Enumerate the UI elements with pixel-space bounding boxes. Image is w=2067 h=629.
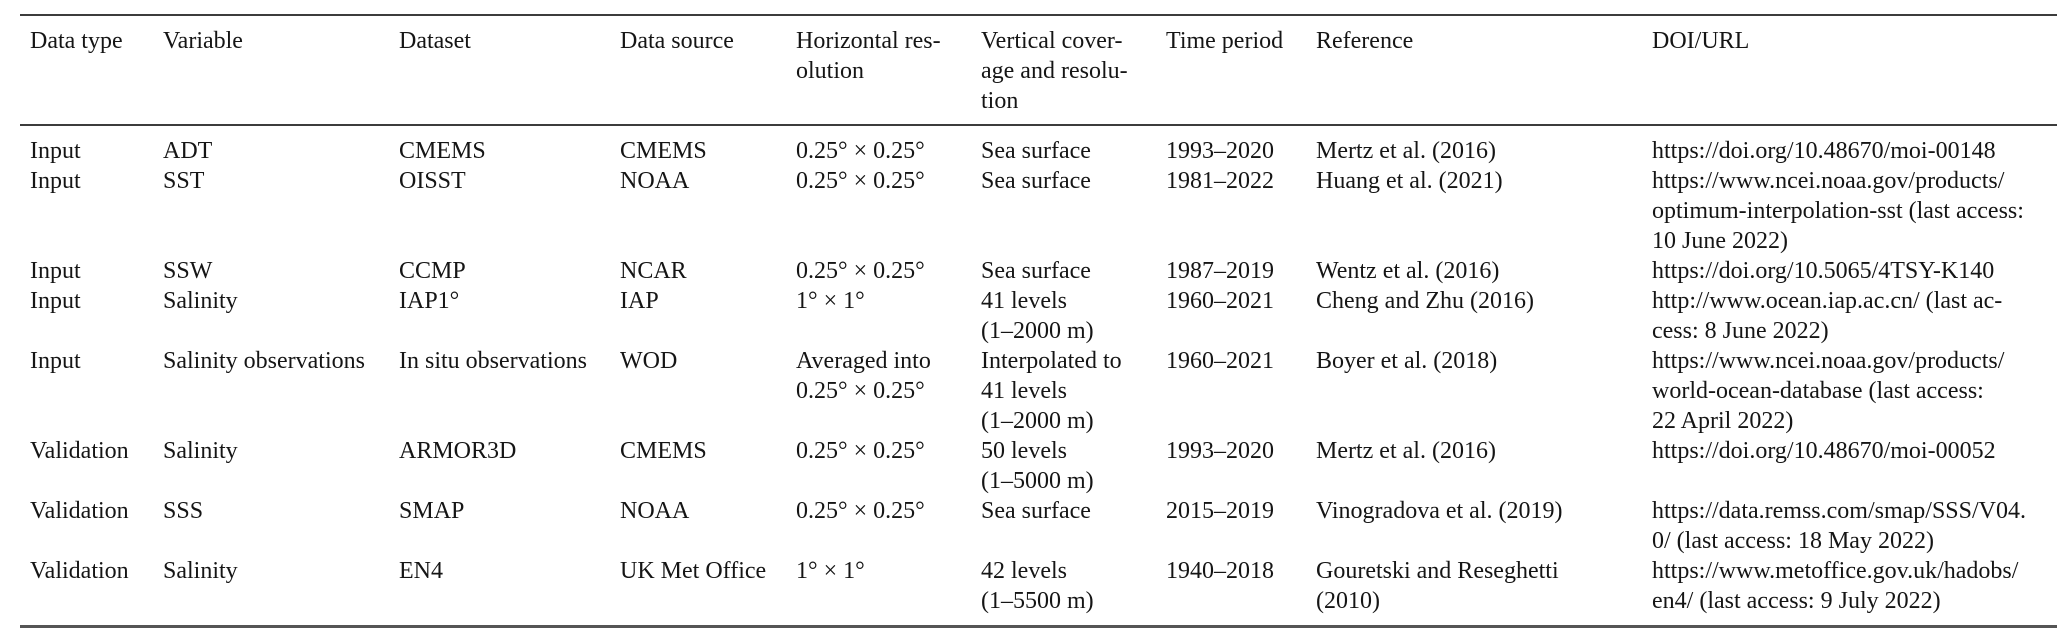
- cell-variable: SSS: [163, 498, 204, 524]
- table-header-row: Data type Variable Dataset Data source H…: [20, 15, 2057, 126]
- col-header-time-period: Time period: [1166, 15, 1316, 126]
- cell-horizontal-resolution: 0.25° × 0.25°: [796, 498, 925, 524]
- table-row: Input SSW CCMP NCAR 0.25° × 0.25° Sea su…: [20, 256, 2057, 286]
- cell-reference: Boyer et al. (2018): [1316, 348, 1498, 374]
- doi-url-link[interactable]: https://www.metoffice.gov.uk/hadobs/ en4…: [1652, 558, 2019, 614]
- doi-url-link[interactable]: https://doi.org/10.5065/4TSY-K140: [1652, 258, 1995, 284]
- cell-horizontal-resolution: 0.25° × 0.25°: [796, 168, 925, 194]
- cell-dataset: EN4: [399, 558, 443, 584]
- cell-variable: Salinity: [163, 288, 238, 314]
- table-row: Validation Salinity EN4 UK Met Office 1°…: [20, 556, 2057, 627]
- cell-data-type: Input: [30, 258, 81, 284]
- col-header-dataset: Dataset: [399, 15, 620, 126]
- cell-variable: Salinity: [163, 438, 238, 464]
- cell-vertical-coverage: 42 levels (1–5500 m): [981, 558, 1094, 614]
- table-row: Input Salinity observations In situ obse…: [20, 346, 2057, 436]
- table-row: Input Salinity IAP1° IAP 1° × 1° 41 leve…: [20, 286, 2057, 346]
- cell-vertical-coverage: 41 levels (1–2000 m): [981, 288, 1094, 344]
- cell-data-source: NOAA: [620, 498, 690, 524]
- cell-time-period: 1987–2019: [1166, 258, 1274, 284]
- cell-dataset: CMEMS: [399, 138, 486, 164]
- datasets-table: Data type Variable Dataset Data source H…: [20, 14, 2057, 628]
- col-header-variable: Variable: [163, 15, 399, 126]
- cell-vertical-coverage: 50 levels (1–5000 m): [981, 438, 1094, 494]
- col-header-vertical-coverage: Vertical cover- age and resolu- tion: [981, 15, 1166, 126]
- cell-data-source: CMEMS: [620, 438, 707, 464]
- cell-dataset: SMAP: [399, 498, 465, 524]
- cell-reference: Wentz et al. (2016): [1316, 258, 1500, 284]
- cell-reference: Mertz et al. (2016): [1316, 138, 1496, 164]
- cell-variable: SSW: [163, 258, 213, 284]
- cell-vertical-coverage: Interpolated to 41 levels (1–2000 m): [981, 348, 1122, 434]
- cell-reference: Mertz et al. (2016): [1316, 438, 1496, 464]
- cell-data-source: IAP: [620, 288, 659, 314]
- cell-dataset: OISST: [399, 168, 466, 194]
- cell-variable: Salinity: [163, 558, 238, 584]
- cell-dataset: In situ observations: [399, 348, 587, 374]
- cell-vertical-coverage: Sea surface: [981, 138, 1091, 164]
- cell-variable: Salinity observations: [163, 348, 365, 374]
- cell-data-type: Input: [30, 138, 81, 164]
- cell-data-type: Validation: [30, 438, 129, 464]
- cell-time-period: 2015–2019: [1166, 498, 1274, 524]
- cell-reference: Gouretski and Reseghetti (2010): [1316, 558, 1559, 614]
- doi-url-link[interactable]: https://www.ncei.noaa.gov/products/ opti…: [1652, 168, 2024, 254]
- cell-reference: Huang et al. (2021): [1316, 168, 1503, 194]
- cell-dataset: IAP1°: [399, 288, 460, 314]
- cell-dataset: ARMOR3D: [399, 438, 517, 464]
- doi-url-link[interactable]: https://www.ncei.noaa.gov/products/ worl…: [1652, 348, 2005, 434]
- cell-data-type: Input: [30, 348, 81, 374]
- doi-url-link[interactable]: https://doi.org/10.48670/moi-00148: [1652, 138, 1996, 164]
- cell-reference: Cheng and Zhu (2016): [1316, 288, 1534, 314]
- table-row: Input ADT CMEMS CMEMS 0.25° × 0.25° Sea …: [20, 125, 2057, 166]
- cell-horizontal-resolution: 0.25° × 0.25°: [796, 438, 925, 464]
- col-header-data-source: Data source: [620, 15, 796, 126]
- doi-url-link[interactable]: https://doi.org/10.48670/moi-00052: [1652, 438, 1996, 464]
- cell-vertical-coverage: Sea surface: [981, 498, 1091, 524]
- cell-reference: Vinogradova et al. (2019): [1316, 498, 1563, 524]
- cell-vertical-coverage: Sea surface: [981, 258, 1091, 284]
- cell-data-source: NCAR: [620, 258, 687, 284]
- cell-horizontal-resolution: Averaged into 0.25° × 0.25°: [796, 348, 931, 404]
- cell-time-period: 1960–2021: [1166, 348, 1274, 374]
- table-row: Validation SSS SMAP NOAA 0.25° × 0.25° S…: [20, 496, 2057, 556]
- cell-horizontal-resolution: 1° × 1°: [796, 288, 865, 314]
- cell-time-period: 1960–2021: [1166, 288, 1274, 314]
- cell-horizontal-resolution: 0.25° × 0.25°: [796, 258, 925, 284]
- cell-data-source: WOD: [620, 348, 678, 374]
- cell-time-period: 1993–2020: [1166, 438, 1274, 464]
- cell-time-period: 1940–2018: [1166, 558, 1274, 584]
- col-header-reference: Reference: [1316, 15, 1652, 126]
- cell-variable: ADT: [163, 138, 213, 164]
- cell-data-type: Input: [30, 288, 81, 314]
- doi-url-link[interactable]: https://data.remss.com/smap/SSS/V04. 0/ …: [1652, 498, 2027, 554]
- cell-time-period: 1993–2020: [1166, 138, 1274, 164]
- cell-data-source: CMEMS: [620, 138, 707, 164]
- cell-data-type: Input: [30, 168, 81, 194]
- table-row: Input SST OISST NOAA 0.25° × 0.25° Sea s…: [20, 166, 2057, 256]
- doi-url-link[interactable]: http://www.ocean.iap.ac.cn/ (last ac- ce…: [1652, 288, 2003, 344]
- table-row: Validation Salinity ARMOR3D CMEMS 0.25° …: [20, 436, 2057, 496]
- cell-data-type: Validation: [30, 558, 129, 584]
- cell-horizontal-resolution: 0.25° × 0.25°: [796, 138, 925, 164]
- cell-dataset: CCMP: [399, 258, 466, 284]
- cell-time-period: 1981–2022: [1166, 168, 1274, 194]
- cell-data-source: UK Met Office: [620, 558, 767, 584]
- cell-horizontal-resolution: 1° × 1°: [796, 558, 865, 584]
- cell-data-type: Validation: [30, 498, 129, 524]
- col-header-horizontal-resolution: Horizontal res- olution: [796, 15, 981, 126]
- col-header-doi-url: DOI/URL: [1652, 15, 2057, 126]
- cell-data-source: NOAA: [620, 168, 690, 194]
- cell-vertical-coverage: Sea surface: [981, 168, 1091, 194]
- col-header-data-type: Data type: [20, 15, 163, 126]
- cell-variable: SST: [163, 168, 205, 194]
